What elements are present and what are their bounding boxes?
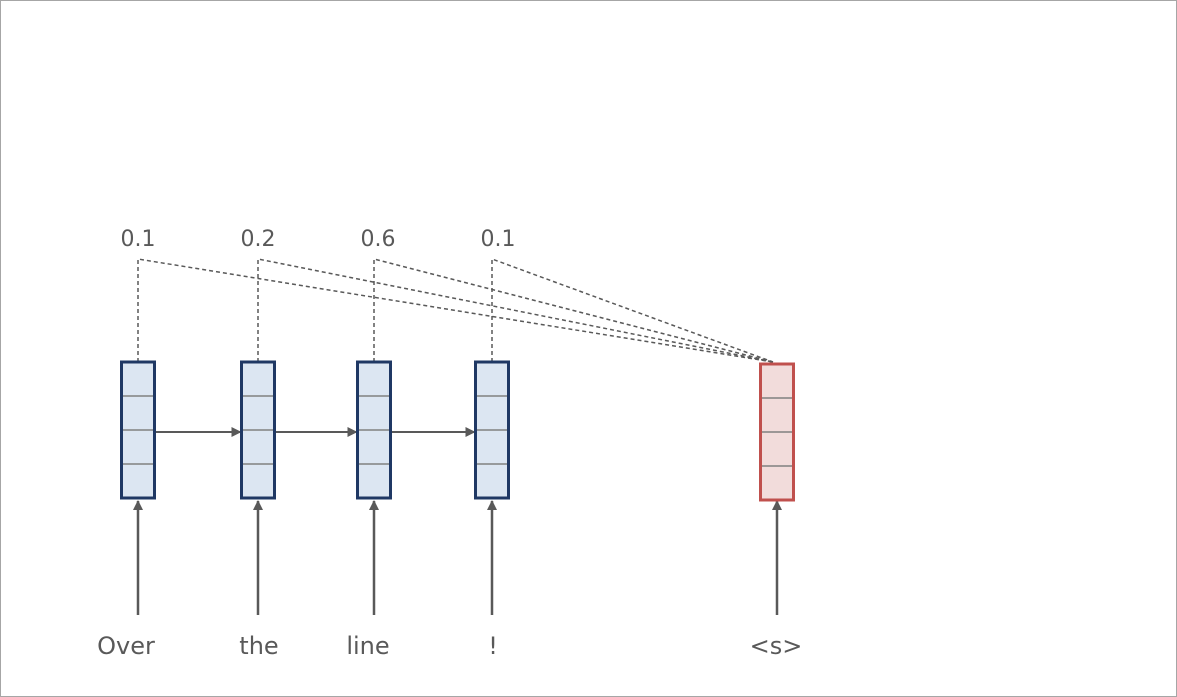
decoder-cell: [759, 362, 795, 502]
attention-line: [137, 258, 774, 363]
attention-weight-line: 0.6: [361, 227, 396, 252]
token-exclaim: !: [488, 632, 498, 660]
encoder-cell-over: [120, 360, 156, 500]
token-line: line: [346, 632, 389, 660]
token-start: <s>: [750, 632, 803, 660]
attention-weight-over: 0.1: [121, 227, 156, 252]
encoder-cell-the: [240, 360, 276, 500]
encoder-cell-exclaim: [474, 360, 510, 500]
attention-line: [491, 257, 774, 363]
attention-line: [373, 258, 774, 363]
encoder-cell-line: [356, 360, 392, 500]
attention-weight-exclaim: 0.1: [481, 227, 516, 252]
token-the: the: [239, 632, 278, 660]
attention-line: [257, 258, 774, 363]
token-over: Over: [97, 632, 155, 660]
attention-weight-the: 0.2: [241, 227, 276, 252]
